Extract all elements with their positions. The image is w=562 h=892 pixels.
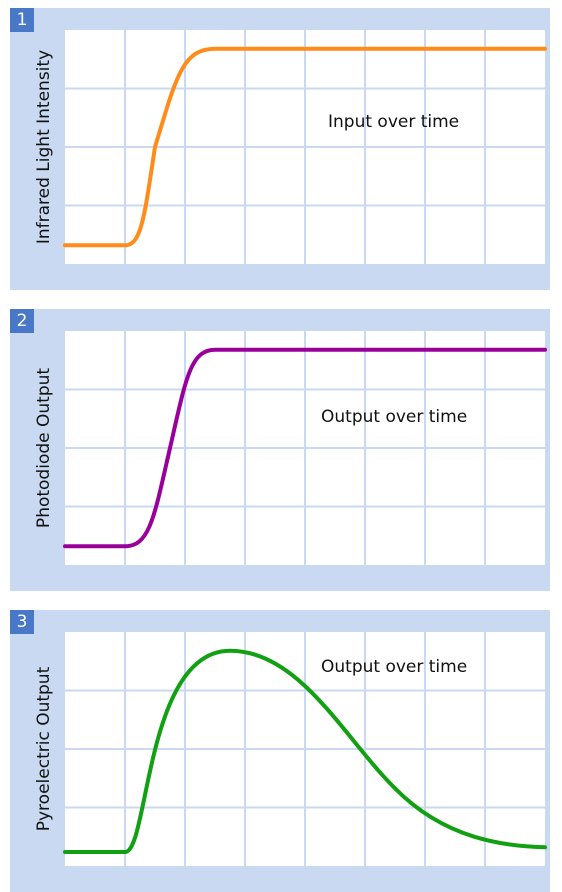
panel-number-badge: 2 bbox=[10, 309, 34, 333]
panel-number-badge: 1 bbox=[10, 8, 34, 32]
chart-panel-2: 2 Photodiode Output Output over time bbox=[10, 309, 550, 591]
chart-panel-3: 3 Pyroelectric Output Output over time bbox=[10, 610, 550, 892]
series-line bbox=[63, 347, 547, 549]
chart-annotation: Output over time bbox=[321, 407, 467, 427]
series-line bbox=[63, 648, 547, 854]
chart-annotation: Input over time bbox=[328, 112, 459, 132]
chart-annotation: Output over time bbox=[321, 657, 467, 677]
y-axis-label: Pyroelectric Output bbox=[34, 666, 54, 831]
series-group bbox=[63, 46, 547, 248]
grid bbox=[65, 331, 545, 565]
chart-svg: Photodiode Output Output over time bbox=[34, 331, 547, 565]
series-group bbox=[63, 648, 547, 854]
y-axis-label: Infrared Light Intensity bbox=[34, 50, 54, 244]
chart-svg: Pyroelectric Output Output over time bbox=[34, 632, 547, 866]
series-line bbox=[63, 46, 547, 248]
panel-number-badge: 3 bbox=[10, 610, 34, 634]
grid bbox=[65, 632, 545, 866]
y-axis-label: Photodiode Output bbox=[34, 368, 54, 528]
chart-panel-1: 1 Infrared Light Intensity Input over ti… bbox=[10, 8, 550, 290]
series-group bbox=[63, 347, 547, 549]
chart-svg: Infrared Light Intensity Input over time bbox=[34, 30, 547, 264]
